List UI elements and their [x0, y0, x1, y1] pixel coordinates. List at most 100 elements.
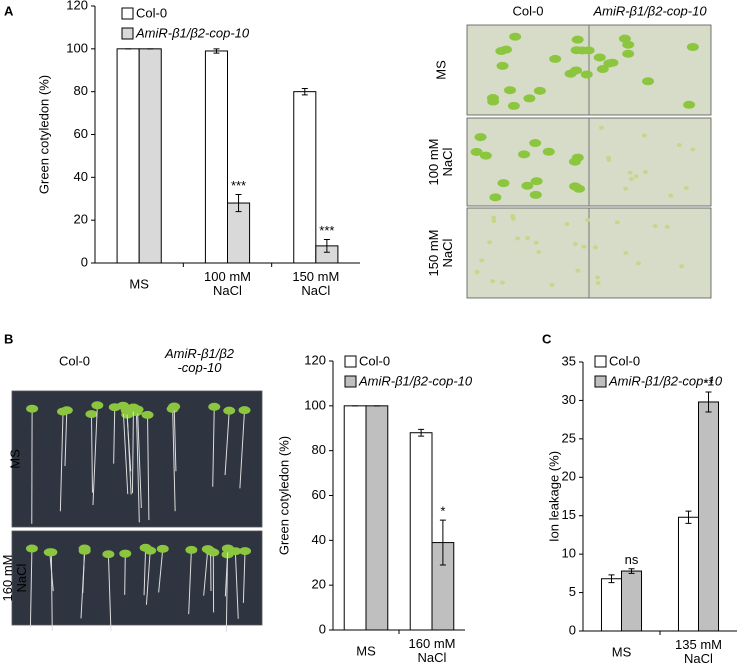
x-tick-label: 160 mM NaCl — [409, 636, 456, 665]
bar — [677, 516, 699, 632]
seedling — [238, 406, 251, 415]
error-bar — [418, 428, 425, 437]
seedling — [581, 244, 587, 249]
panel-label: A — [4, 3, 14, 18]
seedling — [489, 193, 502, 202]
y-tick-label: 20 — [562, 469, 576, 484]
root — [80, 550, 86, 619]
y-tick-label: 20 — [74, 212, 88, 227]
y-tick-label: 15 — [562, 507, 576, 522]
seedling — [479, 258, 485, 263]
legend-label: Col-0 — [359, 353, 390, 368]
root — [131, 407, 134, 494]
y-tick-label: 25 — [562, 430, 576, 445]
seedling — [487, 97, 500, 106]
y-tick-label: 40 — [74, 169, 88, 184]
legend-swatch — [344, 355, 357, 368]
seedling — [549, 282, 555, 287]
seedling — [91, 401, 104, 410]
seedling — [25, 544, 38, 553]
error-bar — [301, 87, 308, 96]
root — [188, 549, 192, 615]
error-bar — [685, 510, 692, 524]
y-tick-label: 35 — [562, 353, 576, 368]
y-axis-title: Green cotyledon (%) — [36, 75, 51, 194]
y-tick-label: 100 — [66, 40, 88, 55]
root — [64, 410, 68, 467]
legend-label: AmiR-β1/β2-cop-10 — [608, 373, 723, 388]
x-tick-label: MS — [129, 276, 149, 291]
seedling — [141, 410, 154, 419]
seedling — [580, 70, 593, 79]
bar — [343, 405, 367, 631]
root — [203, 549, 209, 596]
error-bar — [628, 568, 635, 574]
root — [122, 405, 129, 495]
legend-swatch — [344, 375, 357, 388]
seedling — [642, 170, 648, 175]
legend-swatch — [121, 27, 134, 40]
bar — [409, 432, 433, 631]
error-bar — [439, 519, 446, 566]
significance-label: ns — [625, 552, 639, 567]
seedling — [108, 403, 121, 412]
seedling — [573, 184, 586, 193]
y-tick-label: 80 — [312, 442, 326, 457]
seedling — [525, 235, 531, 240]
root — [147, 414, 150, 521]
error-bar — [608, 574, 615, 584]
root — [126, 410, 132, 472]
legend-swatch — [121, 7, 134, 20]
seedling — [204, 547, 217, 556]
seedling — [595, 281, 601, 286]
seedling — [496, 61, 509, 70]
significance-label: * — [440, 504, 445, 519]
seedling — [530, 177, 543, 186]
seedling — [57, 407, 70, 416]
seedling — [26, 404, 39, 413]
y-tick-label: 80 — [74, 83, 88, 98]
seedling — [479, 151, 492, 160]
seedling — [223, 406, 236, 415]
y-tick-label: 0 — [319, 621, 326, 636]
root — [224, 548, 229, 597]
seedling — [664, 224, 670, 229]
seedling — [221, 544, 234, 553]
legend-label: AmiR-β1/β2-cop-10 — [135, 25, 250, 40]
y-axis-title: Green cotyledon (%) — [276, 436, 291, 555]
significance-label: *** — [231, 178, 246, 193]
seedling — [598, 125, 604, 130]
panel-label: C — [542, 331, 552, 346]
significance-label: ** — [703, 375, 713, 390]
seedling — [85, 410, 98, 419]
seedling — [596, 65, 609, 74]
seedling — [45, 548, 58, 557]
seedling — [676, 143, 682, 148]
seedling — [185, 545, 198, 554]
photo-column-label: Col-0 — [59, 353, 90, 368]
seedling — [585, 217, 591, 222]
photo-column-label: AmiR-β1/β2-cop-10 — [164, 346, 235, 375]
y-tick-label: 60 — [74, 126, 88, 141]
root — [107, 554, 112, 631]
seedling — [474, 133, 487, 142]
seedling — [119, 549, 132, 558]
y-axis-title: Ion leakage (%) — [546, 451, 561, 542]
seedling — [533, 86, 546, 95]
seedling — [533, 240, 539, 245]
seedling — [564, 222, 570, 227]
seedling — [618, 34, 631, 43]
seedling — [542, 147, 555, 156]
bar — [698, 401, 720, 632]
y-tick-label: 120 — [66, 0, 88, 12]
root — [143, 547, 147, 596]
bar — [365, 405, 389, 631]
x-tick-label: MS — [612, 644, 632, 659]
seedling — [633, 174, 639, 179]
root — [59, 411, 64, 512]
root — [50, 552, 53, 631]
error-bar — [705, 391, 712, 413]
photo-row-label: 150 mMNaCl — [426, 230, 455, 277]
seedling — [641, 133, 647, 138]
